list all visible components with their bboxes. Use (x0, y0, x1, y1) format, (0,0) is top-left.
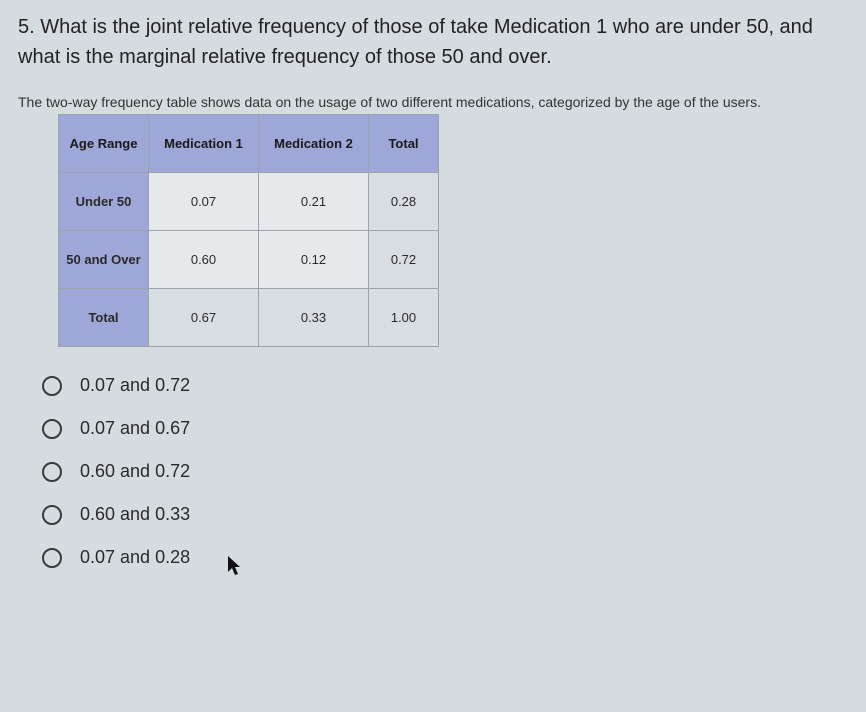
option-2[interactable]: 0.07 and 0.67 (42, 418, 848, 439)
option-5[interactable]: 0.07 and 0.28 (42, 547, 848, 568)
row-label-total: Total (59, 289, 149, 347)
table-header-row: Age Range Medication 1 Medication 2 Tota… (59, 115, 439, 173)
table-row: 50 and Over 0.60 0.12 0.72 (59, 231, 439, 289)
radio-icon (42, 548, 62, 568)
header-age: Age Range (59, 115, 149, 173)
option-3[interactable]: 0.60 and 0.72 (42, 461, 848, 482)
option-1[interactable]: 0.07 and 0.72 (42, 375, 848, 396)
cell-50o-m2: 0.12 (259, 231, 369, 289)
cell-50o-m1: 0.60 (149, 231, 259, 289)
option-label: 0.07 and 0.67 (80, 418, 190, 439)
cell-50o-total: 0.72 (369, 231, 439, 289)
cell-tot-m1: 0.67 (149, 289, 259, 347)
option-label: 0.60 and 0.72 (80, 461, 190, 482)
header-total: Total (369, 115, 439, 173)
cell-tot-total: 1.00 (369, 289, 439, 347)
table-row: Total 0.67 0.33 1.00 (59, 289, 439, 347)
cell-u50-m1: 0.07 (149, 173, 259, 231)
cell-u50-total: 0.28 (369, 173, 439, 231)
row-label-50over: 50 and Over (59, 231, 149, 289)
options-group: 0.07 and 0.72 0.07 and 0.67 0.60 and 0.7… (42, 375, 848, 568)
radio-icon (42, 419, 62, 439)
header-med1: Medication 1 (149, 115, 259, 173)
table-row: Under 50 0.07 0.21 0.28 (59, 173, 439, 231)
table-caption: The two-way frequency table shows data o… (18, 94, 848, 110)
option-label: 0.07 and 0.28 (80, 547, 190, 568)
radio-icon (42, 462, 62, 482)
row-label-under50: Under 50 (59, 173, 149, 231)
option-4[interactable]: 0.60 and 0.33 (42, 504, 848, 525)
frequency-table: Age Range Medication 1 Medication 2 Tota… (58, 114, 439, 347)
cell-u50-m2: 0.21 (259, 173, 369, 231)
option-label: 0.07 and 0.72 (80, 375, 190, 396)
cell-tot-m2: 0.33 (259, 289, 369, 347)
radio-icon (42, 376, 62, 396)
header-med2: Medication 2 (259, 115, 369, 173)
question-text: 5. What is the joint relative frequency … (18, 12, 848, 72)
option-label: 0.60 and 0.33 (80, 504, 190, 525)
question-body: What is the joint relative frequency of … (18, 16, 813, 68)
question-number: 5. (18, 16, 35, 38)
radio-icon (42, 505, 62, 525)
